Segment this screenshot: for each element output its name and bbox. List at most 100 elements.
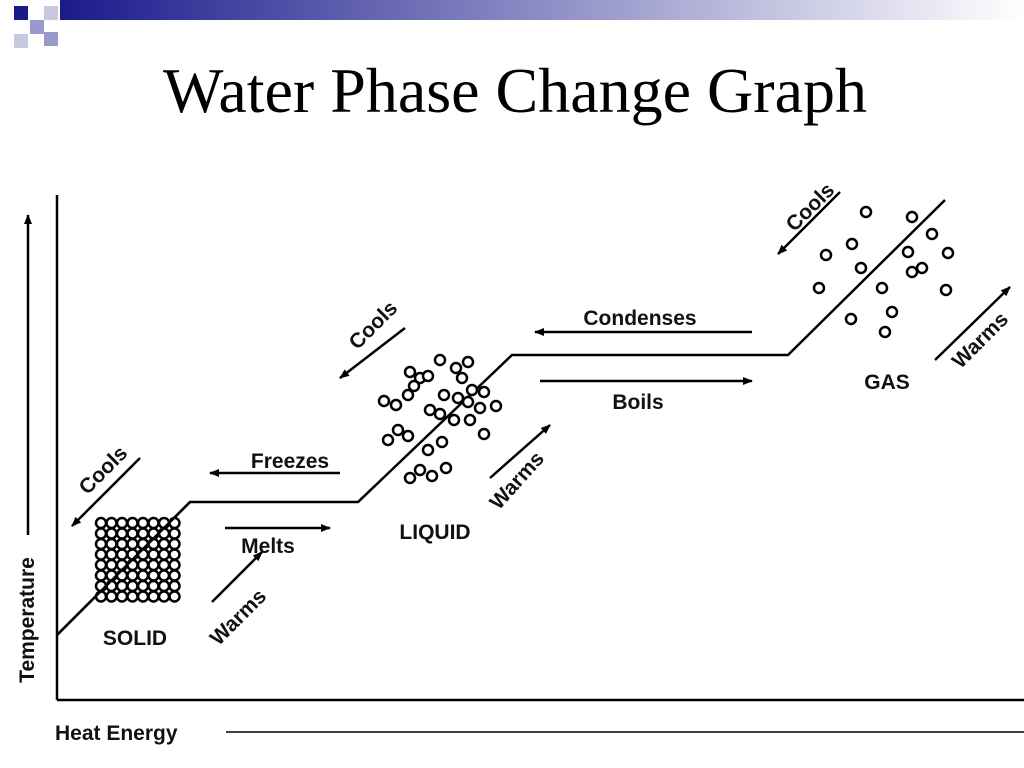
particle <box>126 516 139 530</box>
particle <box>168 579 181 593</box>
particle <box>489 399 503 413</box>
process-label: Cools <box>345 297 403 355</box>
particle <box>878 325 892 339</box>
particle <box>157 590 171 603</box>
particle <box>403 365 417 379</box>
curve-over-solid <box>56 501 191 636</box>
particle <box>421 443 435 457</box>
particle <box>105 516 118 530</box>
x-axis-label: Heat Energy <box>55 722 178 745</box>
particle <box>905 210 919 224</box>
particle <box>168 558 181 572</box>
particle <box>115 590 129 603</box>
particle <box>157 558 171 572</box>
particle <box>381 433 395 447</box>
particle <box>157 548 171 561</box>
particle <box>168 527 181 540</box>
particle <box>147 558 160 572</box>
particle <box>105 537 118 551</box>
particle <box>425 469 439 483</box>
particle <box>859 205 873 219</box>
particle <box>477 427 491 441</box>
particle <box>473 401 487 415</box>
particle <box>168 548 181 561</box>
particle <box>115 548 129 561</box>
process-label: Freezes <box>251 450 329 473</box>
particle <box>477 385 491 399</box>
particle <box>157 537 171 551</box>
particle <box>939 283 953 297</box>
particle <box>812 281 826 295</box>
particle <box>439 461 453 475</box>
particle <box>115 537 129 551</box>
particle <box>391 423 405 437</box>
particle <box>126 527 139 540</box>
process-label: Cools <box>782 179 840 237</box>
particle <box>389 398 403 412</box>
particle <box>105 548 118 561</box>
title: Water Phase Change Graph <box>163 55 867 126</box>
process-label: Cools <box>75 442 133 500</box>
particle <box>126 579 139 593</box>
particle <box>435 435 449 449</box>
particle <box>819 248 833 262</box>
process-label: Melts <box>241 535 295 558</box>
particle <box>461 395 475 409</box>
particle <box>136 516 150 530</box>
particle <box>94 516 108 530</box>
particle <box>433 353 447 367</box>
particle <box>115 579 129 593</box>
particle <box>421 369 435 383</box>
solid-particles <box>94 516 181 603</box>
y-axis-label: Temperature <box>16 557 39 683</box>
particle <box>94 569 108 582</box>
particle <box>845 237 859 251</box>
particle <box>905 265 919 279</box>
particle <box>115 516 129 530</box>
particle <box>377 394 391 408</box>
phase-label: SOLID <box>103 627 167 650</box>
particle <box>941 246 955 260</box>
particle <box>126 569 139 582</box>
particle <box>147 590 160 603</box>
particle <box>94 537 108 551</box>
particle <box>136 569 150 582</box>
particle <box>915 261 929 275</box>
process-label: Condenses <box>583 307 696 330</box>
particle <box>449 361 463 375</box>
particle <box>437 388 451 402</box>
particle <box>461 355 475 369</box>
particle <box>423 403 437 417</box>
particle <box>105 590 118 603</box>
particle <box>413 463 427 477</box>
axes: Temperature Heat Energy <box>16 195 1024 745</box>
liquid-particles <box>377 353 503 485</box>
particle <box>401 388 415 402</box>
process-label: Boils <box>612 391 663 414</box>
particle <box>925 227 939 241</box>
particle <box>168 590 181 603</box>
particle <box>94 548 108 561</box>
particle <box>105 527 118 540</box>
particle <box>844 312 858 326</box>
particle <box>465 383 479 397</box>
particle <box>94 527 108 540</box>
particle <box>433 407 447 421</box>
particle <box>401 429 415 443</box>
particle <box>105 558 118 572</box>
particle <box>463 413 477 427</box>
particle <box>157 579 171 593</box>
process-label: Warms <box>948 308 1013 373</box>
particle <box>447 413 461 427</box>
particle <box>115 527 129 540</box>
particle <box>885 305 899 319</box>
particle <box>126 590 139 603</box>
particle <box>168 537 181 551</box>
particle <box>875 281 889 295</box>
process-label: Warms <box>206 585 271 650</box>
process-label: Warms <box>485 447 548 514</box>
particle <box>455 371 469 385</box>
particle <box>136 579 150 593</box>
particle <box>901 245 915 259</box>
